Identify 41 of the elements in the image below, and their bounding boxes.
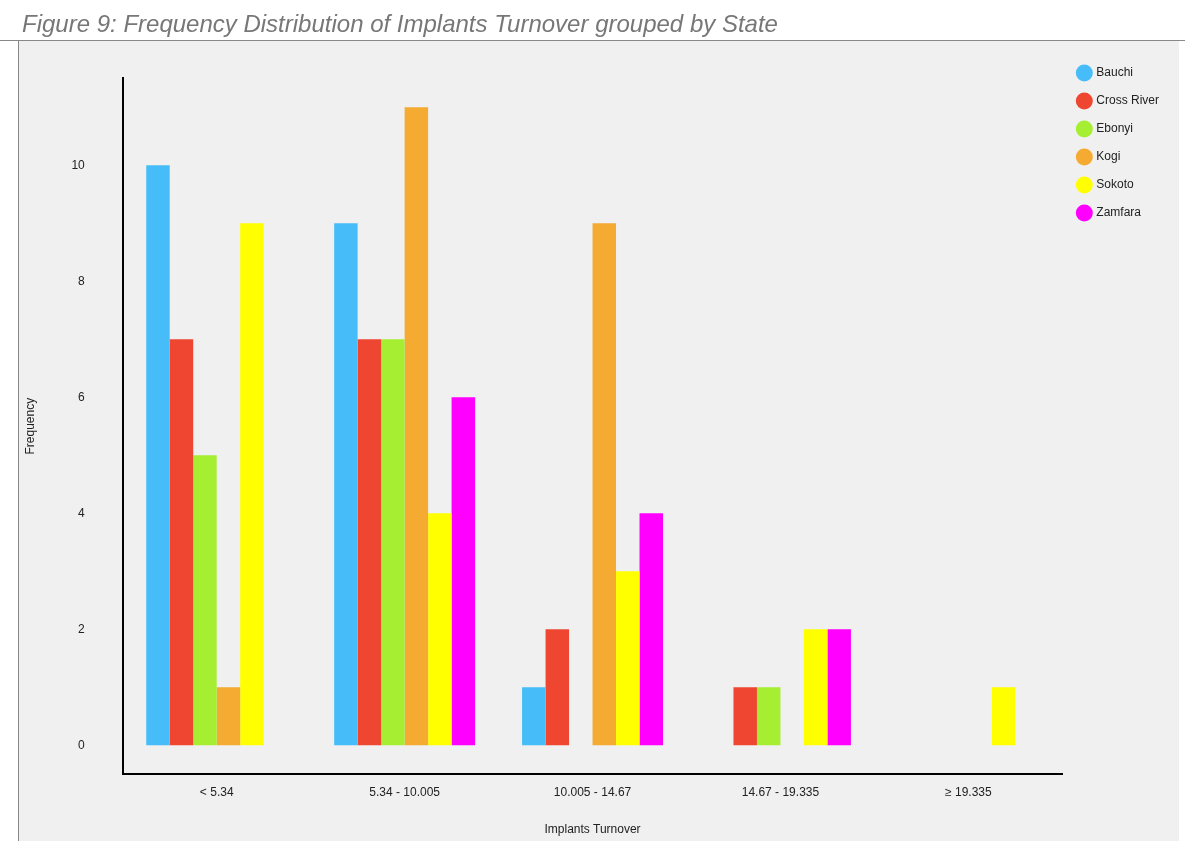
bar	[991, 687, 1016, 746]
y-tick-label: 6	[78, 389, 86, 404]
bar	[334, 223, 358, 746]
bar	[733, 687, 757, 746]
bar	[451, 397, 476, 746]
x-tick-label: 10.005 - 14.67	[553, 784, 632, 799]
legend-label: Cross River	[1096, 93, 1159, 108]
bar	[592, 223, 617, 746]
x-axis-title: Implants Turnover	[544, 822, 641, 837]
bar	[193, 455, 217, 746]
bar	[803, 629, 828, 746]
bar	[404, 107, 429, 746]
legend-label: Sokoto	[1096, 177, 1135, 192]
y-tick-label: 4	[78, 505, 86, 520]
bar	[756, 687, 781, 746]
bar	[616, 571, 640, 746]
x-tick-label: 5.34 - 10.005	[369, 784, 441, 799]
bar	[522, 687, 546, 746]
legend-label: Ebonyi	[1096, 121, 1134, 136]
chart-title: Figure 9: Frequency Distribution of Implants Turnover grouped by State	[0, 0, 1185, 41]
x-tick-label: 14.67 - 19.335	[741, 784, 820, 799]
bar	[240, 223, 264, 746]
y-tick-label: 2	[78, 621, 86, 636]
bar	[545, 629, 570, 746]
bar	[357, 339, 382, 746]
bar	[639, 513, 664, 746]
legend-label: Zamfara	[1096, 205, 1142, 220]
legend-label: Kogi	[1096, 149, 1121, 164]
bar	[146, 165, 170, 746]
bar	[216, 687, 241, 746]
legend-label: Bauchi	[1096, 65, 1134, 80]
x-tick-label: < 5.34	[199, 784, 234, 799]
y-tick-label: 0	[78, 737, 86, 752]
bar	[428, 513, 452, 746]
y-tick-label: 10	[71, 157, 86, 172]
y-axis-title: Frequency	[22, 397, 37, 455]
bar	[381, 339, 405, 746]
x-tick-label: ≥ 19.335	[945, 784, 993, 799]
y-tick-label: 8	[78, 273, 86, 288]
bar	[827, 629, 851, 746]
bar	[169, 339, 194, 746]
